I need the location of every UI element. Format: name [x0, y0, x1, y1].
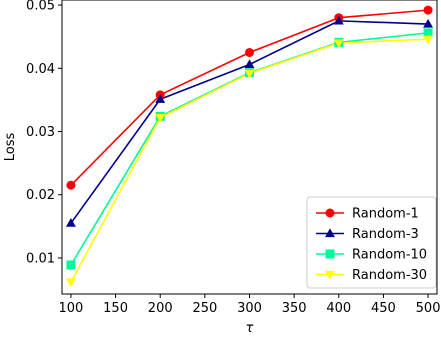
x-tick-label: 300 [237, 301, 262, 316]
x-tick-label: 450 [371, 301, 396, 316]
x-tick-label: 200 [148, 301, 173, 316]
data-point-random-3 [155, 94, 166, 103]
x-tick-label: 250 [192, 301, 217, 316]
x-tick-label: 100 [59, 301, 84, 316]
y-tick-label: 0.02 [26, 188, 55, 203]
data-point-random-3 [244, 59, 255, 69]
x-tick-label: 400 [326, 301, 351, 316]
x-tick-label: 150 [103, 301, 128, 316]
legend-marker [325, 270, 335, 280]
data-point-random-30 [244, 69, 255, 79]
plot-frame [61, 0, 438, 295]
series-line-random-1 [70, 9, 429, 186]
data-point-random-3 [65, 218, 76, 227]
y-tick-label: 0.03 [26, 125, 55, 140]
data-point-random-10 [423, 28, 433, 38]
data-point-random-1 [423, 5, 433, 15]
data-point-random-30 [333, 39, 344, 49]
data-point-random-30 [65, 278, 76, 288]
axis-ticks: 100 150 200 250 300 350 400 450 500 0.01 0.02 0.03 0… [26, 0, 440, 316]
legend-item-random-30: Random-30 [316, 268, 427, 283]
x-tick-label: 350 [282, 301, 307, 316]
legend-marker [325, 228, 335, 238]
y-axis-label: Loss [3, 133, 18, 162]
legend-label: Random-3 [352, 227, 419, 242]
x-tick-label: 500 [416, 301, 441, 316]
legend-label: Random-1 [352, 207, 419, 222]
data-point-random-1 [245, 47, 254, 57]
data-point-random-30 [155, 114, 166, 123]
series-markers [65, 5, 434, 288]
legend-item-random-10: Random-10 [316, 248, 427, 263]
data-point-random-30 [423, 35, 434, 45]
legend-label: Random-10 [352, 248, 427, 263]
x-axis-label: τ [246, 321, 254, 336]
legend-item-random-3: Random-3 [316, 227, 419, 242]
legend-marker [325, 208, 335, 218]
data-point-random-3 [333, 15, 344, 25]
legend: Random-1 Random-3 Random-10 Random-30 [306, 196, 437, 289]
data-point-random-1 [66, 180, 76, 190]
data-point-random-10 [66, 260, 76, 270]
legend-marker [325, 249, 335, 259]
legend-label: Random-30 [352, 268, 427, 283]
data-point-random-3 [423, 18, 434, 28]
legend-box [306, 196, 437, 289]
y-tick-label: 0.04 [26, 62, 55, 77]
y-tick-label: 0.05 [26, 0, 55, 14]
legend-item-random-1: Random-1 [316, 207, 419, 222]
y-tick-label: 0.01 [26, 251, 55, 266]
